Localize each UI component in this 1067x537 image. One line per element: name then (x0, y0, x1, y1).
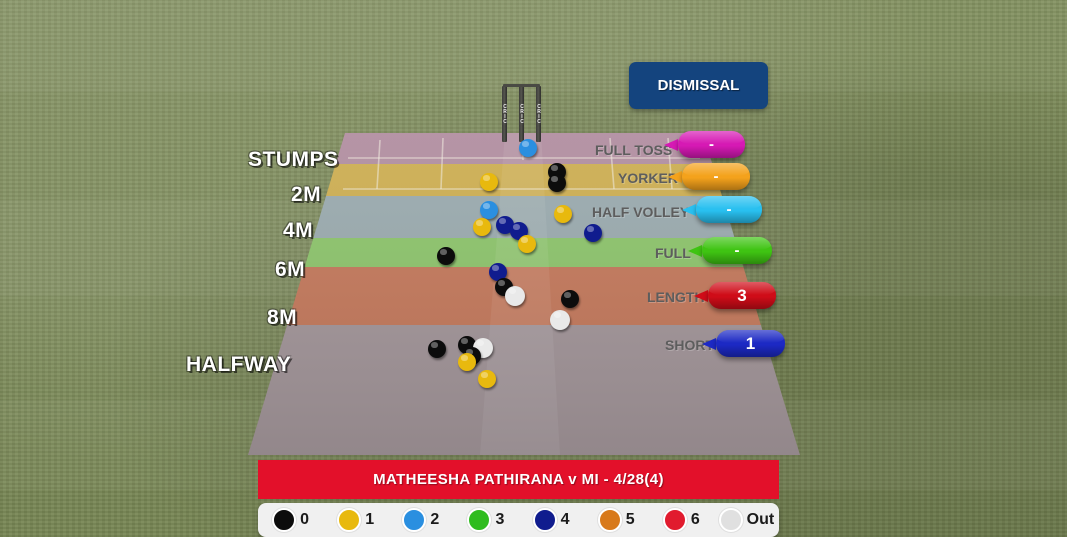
legend-item-2[interactable]: 2 (388, 508, 453, 532)
distance-label-halfway: HALFWAY (186, 353, 292, 376)
ball-marker[interactable] (489, 263, 507, 281)
distance-label-stumps: STUMPS (248, 148, 339, 171)
zone-count-badge-full-toss[interactable]: - (678, 131, 745, 158)
zone-count-badge-short[interactable]: 1 (716, 330, 785, 357)
zone-label-full: FULL (655, 245, 691, 261)
legend-label-2: 2 (430, 511, 440, 528)
zone-pointer-arrow-full-toss (664, 138, 678, 151)
zone-count-value-full: - (734, 242, 740, 259)
stump-off (536, 86, 541, 142)
zone-count-badge-yorker[interactable]: - (682, 163, 750, 190)
ball-marker[interactable] (478, 370, 496, 388)
ball-marker[interactable] (480, 173, 498, 191)
zone-pointer-arrow-yorker (668, 170, 682, 183)
zone-label-half-volley: HALF VOLLEY (592, 204, 690, 220)
legend-item-6[interactable]: 6 (649, 508, 714, 532)
legend-dot-0 (272, 508, 297, 532)
legend-item-3[interactable]: 3 (453, 508, 518, 532)
stump-branding: CRIC (502, 104, 508, 124)
zone-count-value-length: 3 (737, 285, 747, 305)
ball-marker[interactable] (505, 286, 525, 306)
legend-dot-3 (467, 508, 492, 532)
ball-marker[interactable] (584, 224, 602, 242)
legend-dot-2 (402, 508, 427, 532)
bail-right (520, 84, 540, 87)
legend-dot-1 (337, 508, 362, 532)
distance-label-6m: 6M (275, 258, 306, 281)
legend-label-3: 3 (495, 511, 505, 528)
ball-marker[interactable] (554, 205, 572, 223)
stump-branding: CRIC (519, 104, 525, 124)
legend-dot-4 (532, 508, 557, 532)
runs-legend: 0 1 2 3 4 5 6 Out (258, 503, 779, 537)
distance-label-4m: 4M (283, 219, 314, 242)
zone-count-badge-length[interactable]: 3 (708, 282, 776, 309)
zone-pointer-arrow-half-volley (682, 203, 696, 216)
legend-item-1[interactable]: 1 (323, 508, 388, 532)
stump-branding: CRIC (536, 104, 542, 124)
zone-count-badge-half-volley[interactable]: - (696, 196, 762, 223)
zone-count-value-full-toss: - (709, 136, 714, 153)
stump-leg (502, 86, 507, 142)
zone-label-full-toss: FULL TOSS (595, 142, 673, 158)
legend-label-0: 0 (300, 511, 310, 528)
legend-label-1: 1 (365, 511, 375, 528)
ball-marker[interactable] (473, 218, 491, 236)
zone-count-badge-full[interactable]: - (702, 237, 772, 264)
legend-item-out[interactable]: Out (714, 508, 779, 532)
zone-count-value-half-volley: - (726, 201, 732, 218)
zone-pointer-arrow-length (694, 289, 708, 302)
ball-marker[interactable] (496, 216, 514, 234)
legend-dot-5 (597, 508, 622, 532)
zone-count-value-short: 1 (745, 333, 756, 353)
legend-label-5: 5 (625, 511, 635, 528)
dismissal-button[interactable]: DISMISSAL (629, 62, 768, 109)
zone-label-length: LENGTH (647, 289, 705, 305)
legend-item-4[interactable]: 4 (519, 508, 584, 532)
ball-marker[interactable] (480, 201, 498, 219)
zone-count-value-yorker: - (713, 168, 719, 185)
ball-marker[interactable] (428, 340, 446, 358)
legend-label-out: Out (746, 511, 775, 528)
zone-pointer-arrow-full (688, 244, 702, 257)
ball-marker[interactable] (561, 290, 579, 308)
bail-left (503, 84, 523, 87)
ball-marker[interactable] (458, 353, 476, 371)
legend-label-6: 6 (690, 511, 700, 528)
zone-label-short: SHORT (665, 337, 714, 353)
ball-marker[interactable] (437, 247, 455, 265)
ball-marker[interactable] (548, 174, 566, 192)
distance-label-2m: 2M (291, 183, 322, 206)
legend-label-4: 4 (560, 511, 570, 528)
ball-marker[interactable] (518, 235, 536, 253)
legend-item-5[interactable]: 5 (584, 508, 649, 532)
zone-pointer-arrow-short (702, 337, 716, 350)
legend-dot-out (718, 508, 743, 532)
ball-marker[interactable] (519, 139, 537, 157)
zone-label-yorker: YORKER (618, 170, 678, 186)
ball-marker[interactable] (550, 310, 570, 330)
stump-middle (519, 86, 524, 142)
legend-item-0[interactable]: 0 (258, 508, 323, 532)
distance-label-8m: 8M (267, 306, 298, 329)
legend-dot-6 (662, 508, 687, 532)
match-title-bar: MATHEESHA PATHIRANA v MI - 4/28(4) (258, 460, 779, 499)
